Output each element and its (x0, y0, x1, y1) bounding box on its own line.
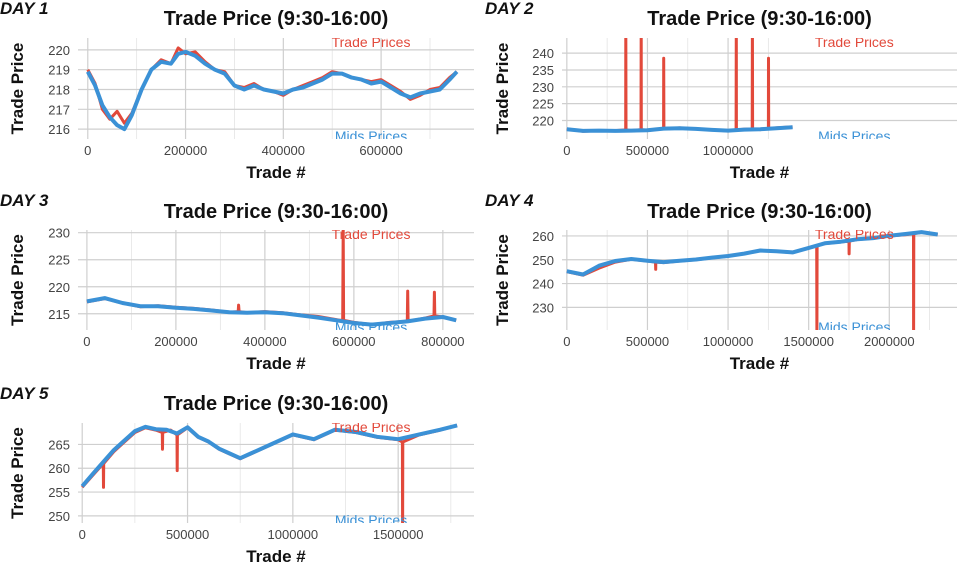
x-tick-label: 0 (563, 143, 570, 158)
chart-panel-day-3: 0 200000 400000 600000 800000 215 220 225 230 Tra… (0, 191, 474, 373)
y-tick-label: 225 (532, 97, 554, 112)
x-tick-label: 0 (84, 143, 91, 158)
y-tick-label: 215 (48, 307, 70, 322)
y-tick-label: 220 (48, 280, 70, 295)
chart-panel-day-4: 0 500000 1000000 1500000 2000000 230 240 250 260… (485, 191, 957, 373)
y-tick-label: 230 (532, 80, 554, 95)
x-tick-label: 0 (563, 334, 570, 349)
x-tick-label: 500000 (626, 334, 669, 349)
x-axis-title: Trade # (246, 354, 306, 373)
chart-title: Trade Price (9:30-16:00) (164, 393, 389, 415)
mids-prices-label: Mids Prices (335, 128, 407, 144)
day-label: DAY 5 (0, 384, 49, 403)
y-axis-title: Trade Price (8, 234, 27, 326)
chart-title: Trade Price (9:30-16:00) (647, 8, 872, 30)
x-tick-label: 500000 (626, 143, 669, 158)
y-tick-label: 255 (48, 485, 70, 500)
y-tick-label: 260 (48, 461, 70, 476)
mids-price-series-line (80, 423, 458, 488)
y-tick-label: 225 (48, 253, 70, 268)
x-tick-label: 400000 (243, 334, 286, 349)
y-axis-title: Trade Price (493, 234, 512, 326)
x-axis-title: Trade # (246, 547, 306, 566)
day-label: DAY 4 (485, 191, 534, 210)
y-tick-label: 250 (532, 253, 554, 268)
y-tick-label: 220 (532, 113, 554, 128)
trade-prices-label: Trade Prices (815, 226, 894, 242)
x-tick-label: 800000 (421, 334, 464, 349)
y-tick-label: 216 (48, 122, 70, 137)
chart-panel-day-5: 0 500000 1000000 1500000 250 255 260 265 Trade P… (0, 384, 474, 566)
chart-title: Trade Price (9:30-16:00) (164, 8, 389, 30)
mids-price-series-line (566, 230, 938, 277)
chart-panel-day-1: 0 200000 400000 600000 216 217 218 219 220 Trade … (0, 0, 474, 182)
y-tick-label: 240 (532, 277, 554, 292)
trade-price-series-line (566, 38, 793, 133)
x-tick-label: 1500000 (373, 527, 424, 542)
x-tick-label: 1000000 (703, 334, 754, 349)
x-tick-label: 400000 (262, 143, 305, 158)
x-tick-label: 200000 (164, 143, 207, 158)
chart-title: Trade Price (9:30-16:00) (164, 201, 389, 223)
trade-prices-label: Trade Prices (815, 34, 894, 50)
trade-prices-label: Trade Prices (332, 419, 411, 435)
mids-price-series-line (86, 296, 457, 327)
day-label: DAY 3 (0, 191, 49, 210)
x-tick-label: 600000 (359, 143, 402, 158)
x-tick-label: 1500000 (783, 334, 834, 349)
x-tick-label: 500000 (166, 527, 209, 542)
y-tick-label: 265 (48, 437, 70, 452)
x-tick-label: 1000000 (268, 527, 319, 542)
y-tick-label: 230 (532, 300, 554, 315)
mids-prices-label: Mids Prices (335, 319, 407, 335)
y-tick-label: 217 (48, 102, 70, 117)
x-axis-title: Trade # (246, 163, 306, 182)
y-tick-label: 230 (48, 226, 70, 241)
y-tick-label: 220 (48, 43, 70, 58)
y-tick-label: 240 (532, 46, 554, 61)
y-tick-label: 235 (532, 63, 554, 78)
day-label: DAY 2 (485, 0, 534, 18)
x-axis-title: Trade # (730, 163, 790, 182)
mids-price-series-line (86, 49, 459, 132)
mids-prices-label: Mids Prices (818, 128, 890, 144)
y-tick-label: 218 (48, 82, 70, 97)
y-tick-label: 250 (48, 509, 70, 524)
y-axis-title: Trade Price (8, 427, 27, 519)
mids-price-series-line (566, 125, 793, 133)
x-tick-label: 0 (83, 334, 90, 349)
y-axis-title: Trade Price (8, 43, 27, 135)
trade-prices-label: Trade Prices (332, 34, 411, 50)
x-axis-title: Trade # (730, 354, 790, 373)
x-tick-label: 1000000 (703, 143, 754, 158)
y-tick-label: 219 (48, 63, 70, 78)
x-tick-label: 600000 (332, 334, 375, 349)
mids-prices-label: Mids Prices (335, 512, 407, 528)
x-tick-label: 0 (79, 527, 86, 542)
chart-title: Trade Price (9:30-16:00) (647, 201, 872, 223)
mids-prices-label: Mids Prices (818, 319, 890, 335)
x-tick-label: 200000 (154, 334, 197, 349)
y-tick-label: 260 (532, 229, 554, 244)
x-tick-label: 2000000 (864, 334, 915, 349)
y-axis-title: Trade Price (493, 43, 512, 135)
trade-prices-label: Trade Prices (332, 226, 411, 242)
day-label: DAY 1 (0, 0, 49, 18)
